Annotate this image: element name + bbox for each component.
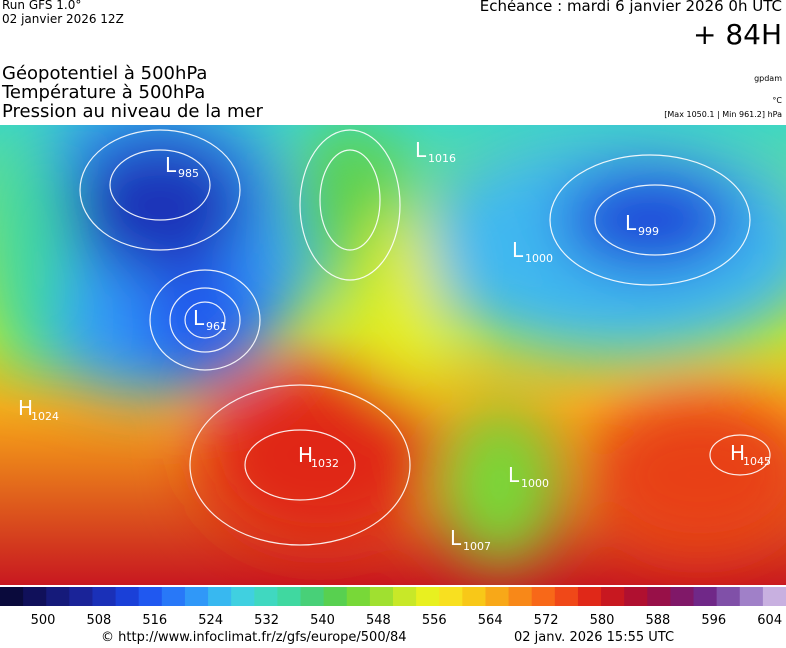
center-value: 1000 — [525, 252, 553, 265]
colorbar-label: 540 — [310, 613, 335, 628]
colorbar-swatch — [531, 587, 556, 606]
colorbar-label: 588 — [645, 613, 670, 628]
colorbar-swatch — [92, 587, 117, 606]
source: © http://www.infoclimat.fr/z/gfs/europe/… — [101, 630, 407, 645]
colorbar-label: 500 — [31, 613, 56, 628]
colorbar-swatch — [670, 587, 695, 606]
colorbar-label: 508 — [86, 613, 111, 628]
center-kind: L — [415, 138, 427, 162]
colorbar-label: 556 — [422, 613, 447, 628]
colorbar-swatch — [161, 587, 186, 606]
colorbar: 500 508 516 524 532 540 548 556 564 572 580 588 596 6… — [0, 587, 786, 628]
colorbar-swatch — [601, 587, 625, 606]
center-value: 1007 — [463, 540, 491, 553]
colorbar-label: 548 — [366, 613, 391, 628]
center-kind: L — [193, 306, 205, 330]
colorbar-swatch — [184, 587, 209, 606]
center-value: 1032 — [311, 457, 339, 470]
colorbar-label: 572 — [534, 613, 559, 628]
colorbar-swatch — [393, 587, 417, 606]
center-kind: L — [625, 211, 637, 235]
colorbar-swatch — [462, 587, 486, 606]
colorbar-label: 564 — [478, 613, 503, 628]
field: Température à 500hPa — [2, 82, 206, 103]
valid-time: Echéance : mardi 6 janvier 2026 0h UTC — [479, 0, 782, 15]
colorbar-swatch — [647, 587, 671, 606]
colorbar-swatch — [277, 587, 302, 606]
center-value: 1016 — [428, 152, 456, 165]
colorbar-swatch — [439, 587, 463, 606]
center-kind: L — [508, 463, 520, 487]
center-kind: H — [730, 441, 745, 465]
center-kind: H — [298, 443, 313, 467]
run: Run GFS 1.0° — [2, 0, 82, 12]
colorbar-swatch — [46, 587, 70, 606]
center-kind: L — [450, 526, 462, 550]
colorbar-swatch — [739, 587, 764, 606]
colorbar-swatch — [716, 587, 741, 606]
unit: gpdam — [754, 74, 782, 83]
center-value: 985 — [178, 167, 199, 180]
center-value: 1000 — [521, 477, 549, 490]
colorbar-label: 580 — [590, 613, 615, 628]
colorbar-label: 532 — [254, 613, 279, 628]
colorbar-swatch — [346, 587, 371, 606]
run-date: 02 janvier 2026 12Z — [2, 12, 124, 26]
field: Pression au niveau de la mer — [2, 101, 263, 122]
unit: °C — [772, 96, 782, 105]
center-value: 1024 — [31, 410, 59, 423]
colorbar-swatch — [208, 587, 232, 606]
center-kind: L — [165, 153, 177, 177]
center-value: 999 — [638, 225, 659, 238]
colorbar-swatch — [254, 587, 278, 606]
colorbar-swatch — [624, 587, 648, 606]
colorbar-swatch — [762, 587, 786, 606]
colorbar-swatch — [508, 587, 533, 606]
colorbar-label: 524 — [198, 613, 223, 628]
colorbar-swatch — [115, 587, 140, 606]
colorbar-swatch — [0, 587, 24, 606]
colorbar-swatch — [369, 587, 394, 606]
generated: 02 janv. 2026 15:55 UTC — [514, 630, 675, 645]
center-kind: H — [18, 396, 33, 420]
colorbar-swatch — [300, 587, 325, 606]
colorbar-label: 604 — [757, 613, 782, 628]
center-kind: L — [512, 238, 524, 262]
colorbar-swatch — [416, 587, 440, 606]
colorbar-swatch — [323, 587, 348, 606]
colorbar-swatch — [693, 587, 718, 606]
colorbar-swatch — [69, 587, 93, 606]
isobars — [79, 129, 771, 546]
center-value: 961 — [206, 320, 227, 333]
colorbar-swatch — [554, 587, 579, 606]
field: Géopotentiel à 500hPa — [2, 63, 208, 84]
colorbar-label: 516 — [142, 613, 167, 628]
lead-time: + 84H — [692, 18, 782, 51]
colorbar-swatch — [138, 587, 163, 606]
colorbar-swatch — [231, 587, 255, 606]
colorbar-swatch — [485, 587, 510, 606]
center-value: 1045 — [743, 455, 771, 468]
unit: [Max 1050.1 | Min 961.2] hPa — [664, 110, 782, 119]
colorbar-label: 596 — [701, 613, 726, 628]
colorbar-swatch — [23, 587, 47, 606]
colorbar-swatch — [577, 587, 602, 606]
